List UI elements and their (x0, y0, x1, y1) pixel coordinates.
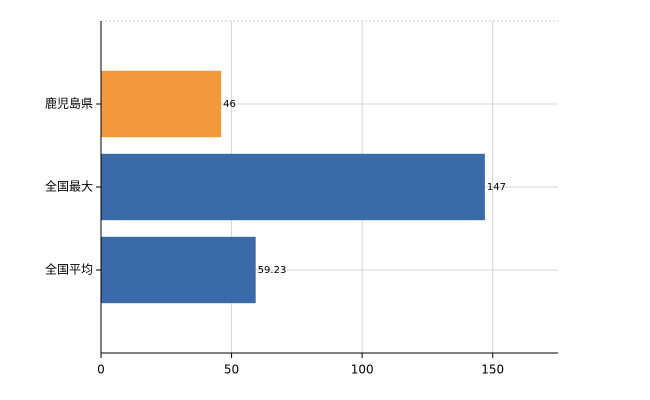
value-label: 46 (223, 99, 236, 110)
x-tick-label: 0 (97, 363, 105, 377)
y-tick-label: 全国平均 (45, 262, 93, 277)
bar (101, 153, 485, 221)
bar (101, 236, 256, 304)
bar (101, 70, 222, 138)
y-tick-label: 鹿児島県 (45, 96, 93, 111)
value-label: 147 (487, 182, 506, 193)
y-tick-label: 全国最大 (45, 179, 93, 194)
value-label: 59.23 (258, 265, 287, 276)
x-tick-label: 150 (481, 363, 504, 377)
x-tick-label: 100 (351, 363, 374, 377)
x-tick-label: 50 (224, 363, 239, 377)
